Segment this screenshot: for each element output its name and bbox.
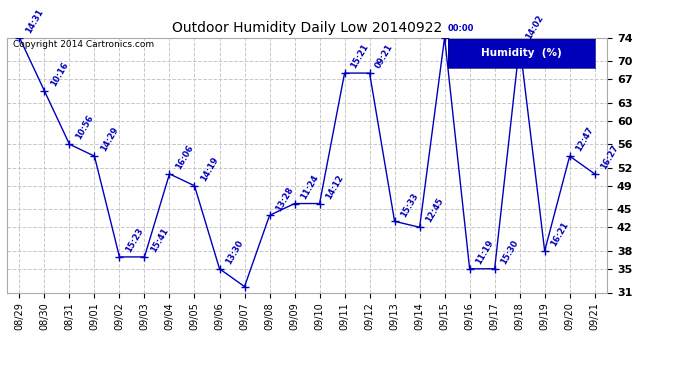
Text: 12:47: 12:47 bbox=[574, 126, 595, 153]
Text: 11:19: 11:19 bbox=[474, 238, 495, 266]
Text: 13:30: 13:30 bbox=[224, 238, 245, 266]
Text: 14:02: 14:02 bbox=[524, 13, 545, 40]
Text: 15:30: 15:30 bbox=[499, 238, 520, 266]
Text: 09:21: 09:21 bbox=[374, 43, 395, 70]
Text: 16:21: 16:21 bbox=[549, 220, 570, 248]
Text: 10:16: 10:16 bbox=[48, 60, 70, 88]
Text: 10:56: 10:56 bbox=[74, 114, 95, 141]
Text: 15:33: 15:33 bbox=[399, 191, 420, 219]
Text: 12:45: 12:45 bbox=[424, 197, 445, 225]
Text: 15:23: 15:23 bbox=[124, 226, 145, 254]
Text: Copyright 2014 Cartronics.com: Copyright 2014 Cartronics.com bbox=[13, 40, 154, 49]
Text: 13:28: 13:28 bbox=[274, 185, 295, 213]
Text: 14:29: 14:29 bbox=[99, 126, 120, 153]
Text: 15:41: 15:41 bbox=[148, 226, 170, 254]
Text: 16:06: 16:06 bbox=[174, 144, 195, 171]
Text: 14:31: 14:31 bbox=[23, 7, 45, 35]
Text: 14:12: 14:12 bbox=[324, 173, 345, 201]
Text: 14:19: 14:19 bbox=[199, 155, 220, 183]
Text: 16:27: 16:27 bbox=[599, 144, 620, 171]
Title: Outdoor Humidity Daily Low 20140922: Outdoor Humidity Daily Low 20140922 bbox=[172, 21, 442, 35]
Text: 00:00: 00:00 bbox=[447, 24, 474, 33]
Text: 15:21: 15:21 bbox=[348, 42, 370, 70]
Text: 11:24: 11:24 bbox=[299, 173, 320, 201]
